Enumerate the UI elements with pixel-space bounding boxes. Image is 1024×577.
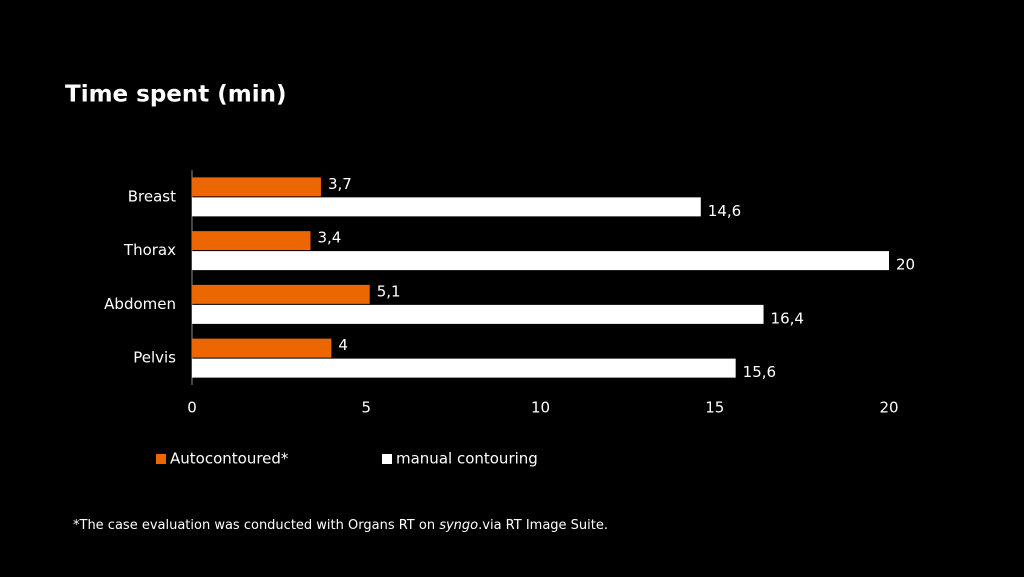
value-label: 4 [338, 336, 348, 354]
footnote-text: syngo [439, 518, 478, 533]
value-label: 15,6 [743, 363, 776, 381]
x-tick-label: 20 [879, 399, 898, 417]
legend-swatch [156, 454, 166, 464]
y-tick-label: Abdomen [104, 295, 176, 313]
value-label: 3,7 [328, 175, 352, 193]
bar [192, 304, 764, 324]
value-label: 16,4 [771, 309, 804, 327]
x-tick-label: 10 [531, 399, 550, 417]
y-tick-label: Breast [128, 187, 176, 205]
chart-title: Time spent (min) [65, 82, 287, 108]
bar [192, 197, 701, 217]
y-tick-label: Pelvis [133, 349, 176, 367]
bar [192, 177, 321, 197]
bar [192, 231, 311, 251]
x-tick-label: 0 [187, 399, 197, 417]
bar [192, 338, 332, 358]
y-tick-label: Thorax [123, 241, 176, 259]
value-label: 14,6 [708, 202, 741, 220]
legend-label: manual contouring [396, 450, 538, 468]
bar [192, 284, 370, 304]
footnote-text: *The case evaluation was conducted with … [73, 518, 439, 533]
legend-label: Autocontoured* [170, 450, 289, 468]
bar [192, 358, 736, 378]
value-label: 5,1 [377, 282, 401, 300]
footnote-text: .via RT Image Suite. [478, 518, 608, 533]
value-label: 20 [896, 256, 915, 274]
x-tick-label: 15 [705, 399, 724, 417]
footnote: *The case evaluation was conducted with … [73, 518, 608, 533]
value-label: 3,4 [317, 229, 341, 247]
legend-swatch [382, 454, 392, 464]
x-tick-label: 5 [361, 399, 371, 417]
bar [192, 251, 889, 271]
